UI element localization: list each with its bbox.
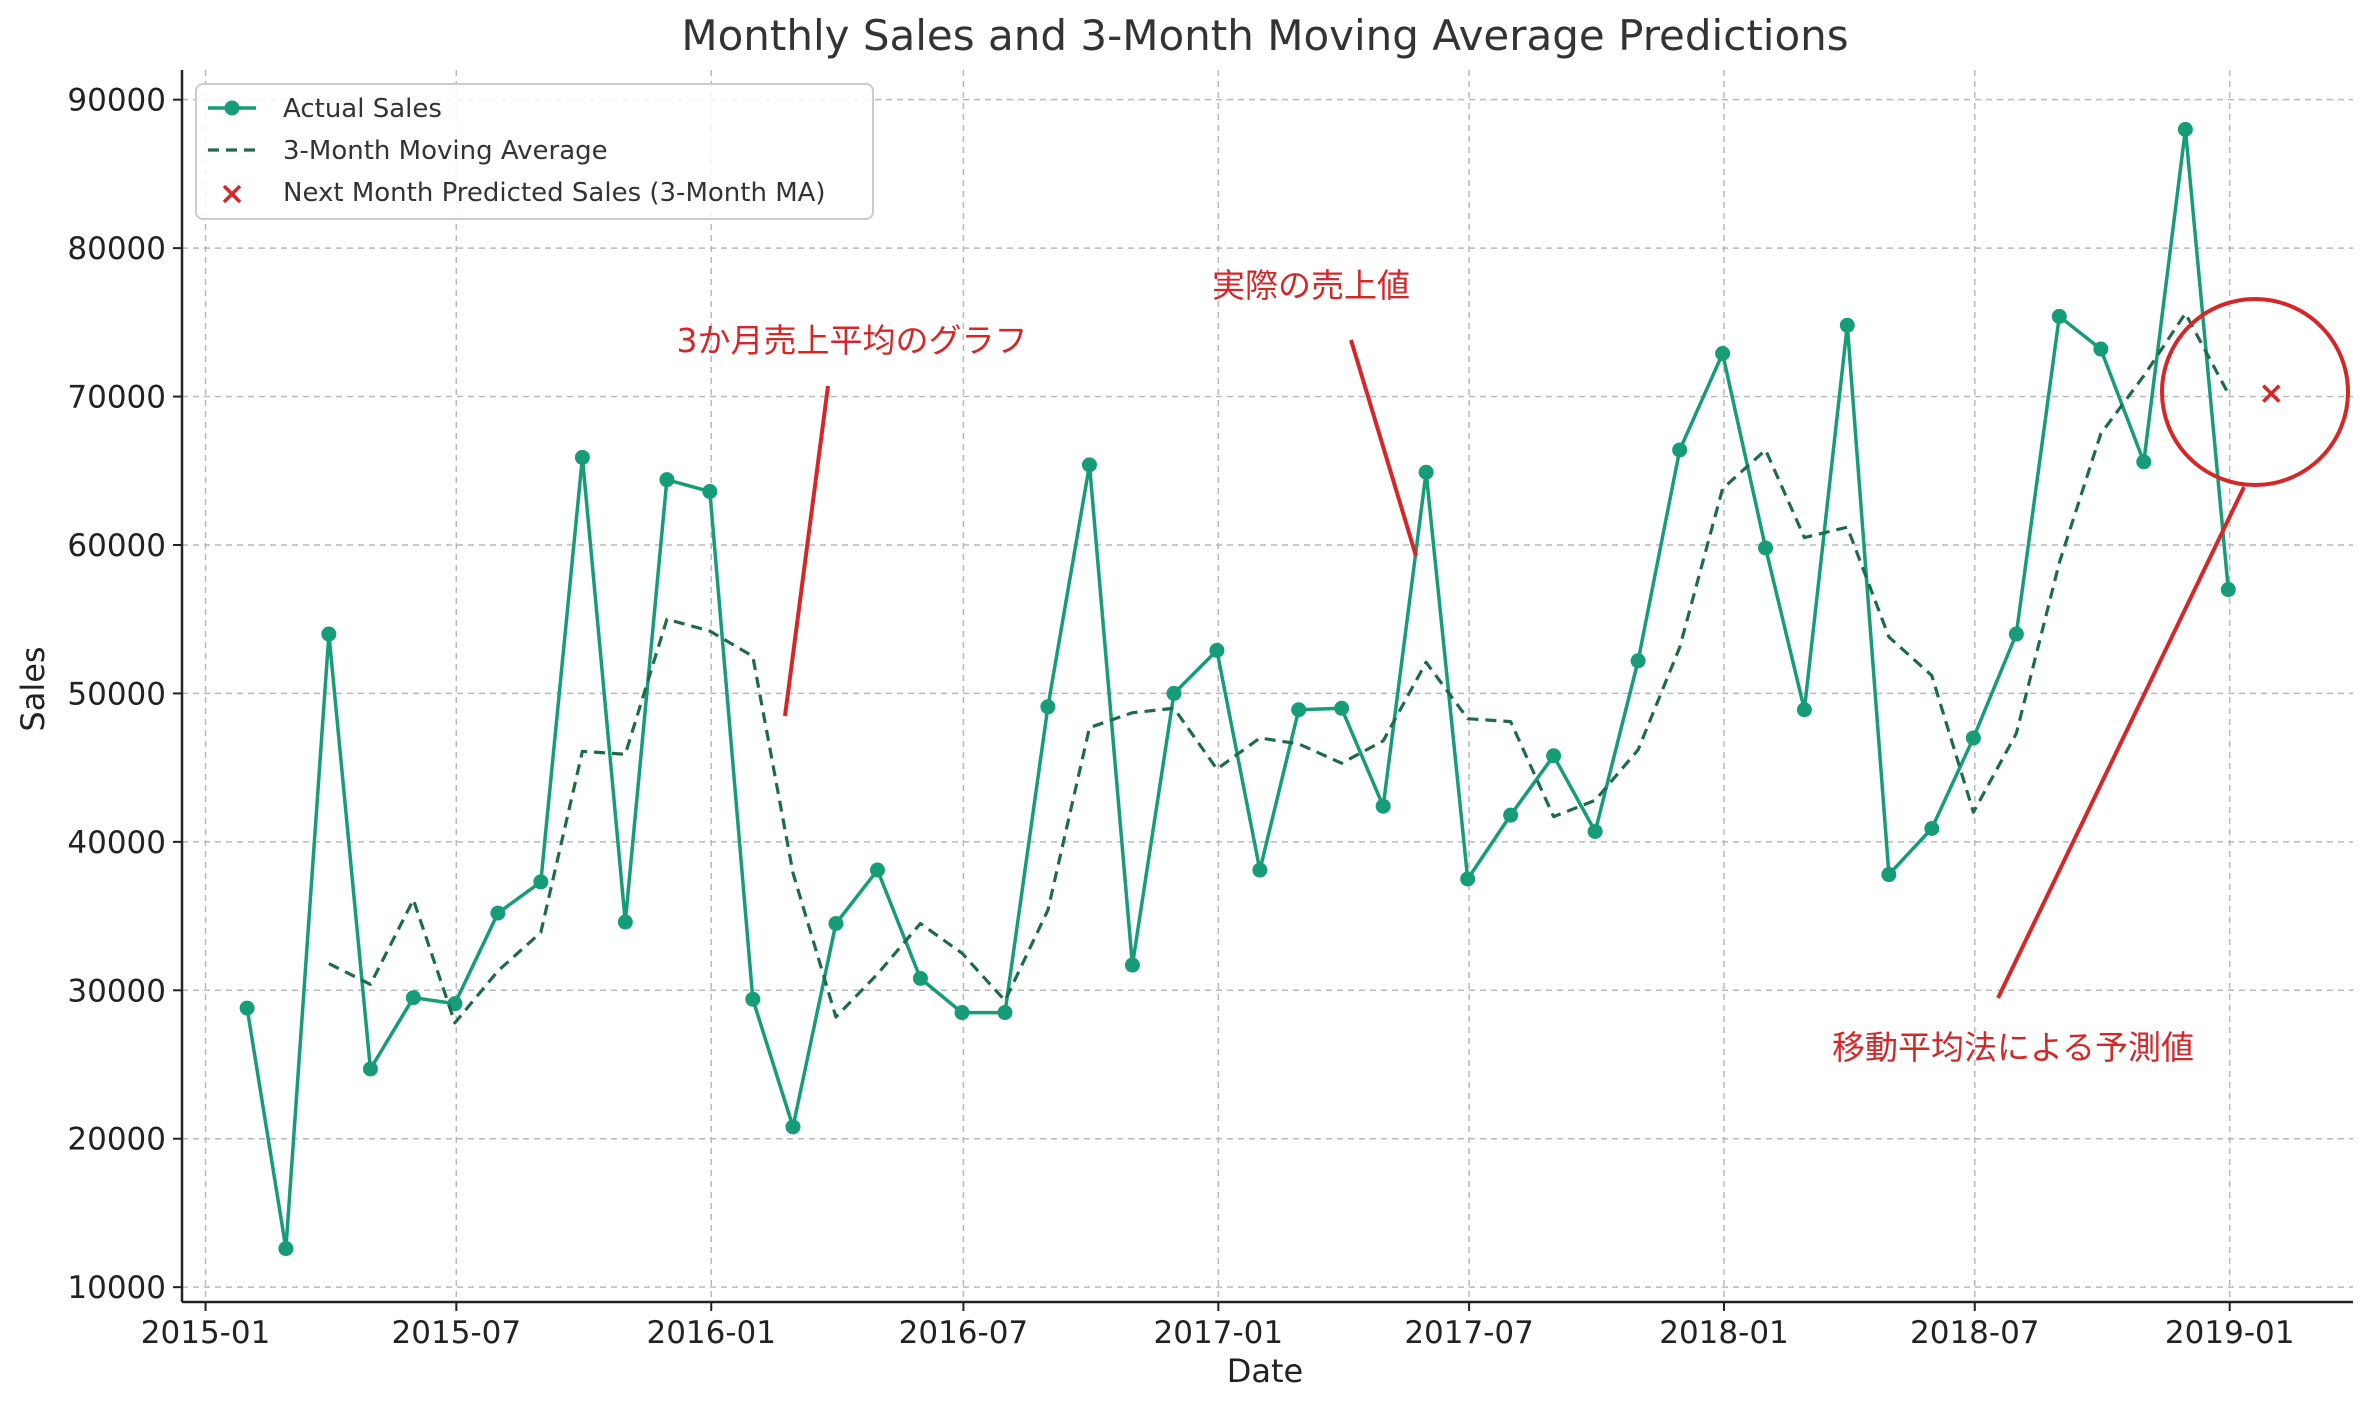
data-point [405, 990, 421, 1006]
data-point [362, 1061, 378, 1077]
data-point [1291, 702, 1307, 718]
y-tick-label: 10000 [67, 1270, 166, 1306]
x-tick-label: 2016-07 [899, 1315, 1029, 1351]
data-point [1460, 871, 1476, 887]
data-point [997, 1005, 1013, 1021]
annotation-prediction-arrow-line [1996, 486, 2246, 999]
y-tick-label: 50000 [67, 676, 166, 712]
data-point [1839, 317, 1855, 333]
data-point [954, 1005, 970, 1021]
y-axis-label: Sales [14, 646, 52, 731]
x-tick-label: 2018-01 [1659, 1315, 1789, 1351]
data-point [533, 874, 549, 890]
data-point [2136, 454, 2152, 470]
data-point [1630, 653, 1646, 669]
legend-prediction-label: Next Month Predicted Sales (3-Month MA) [283, 178, 826, 208]
data-point [1334, 700, 1350, 716]
data-point [2051, 308, 2067, 324]
data-point [1166, 685, 1182, 701]
x-tick-label: 2017-07 [1404, 1315, 1534, 1351]
legend-ma-label: 3-Month Moving Average [283, 136, 608, 166]
data-point [2093, 341, 2109, 357]
y-tick-label: 40000 [67, 825, 166, 861]
data-point [1796, 702, 1812, 718]
data-point [1672, 442, 1688, 458]
data-point [1124, 957, 1140, 973]
data-point [2177, 121, 2193, 137]
data-point [321, 626, 337, 642]
data-point [2008, 626, 2024, 642]
y-tick-label: 90000 [67, 83, 166, 119]
annotation-prediction-circle [2160, 297, 2350, 487]
legend: Actual Sales 3-Month Moving Average Next M… [195, 83, 874, 220]
data-point [912, 970, 928, 986]
data-point [1758, 540, 1774, 556]
data-point [1375, 798, 1391, 814]
data-point [1881, 867, 1897, 883]
data-point [1587, 823, 1603, 839]
y-tick-label: 80000 [67, 231, 166, 267]
data-point [617, 914, 633, 930]
data-point [1418, 464, 1434, 480]
data-point [1965, 730, 1981, 746]
y-tick-label: 30000 [67, 973, 166, 1009]
prediction-x-marker [2262, 384, 2281, 403]
y-tick-label: 20000 [67, 1122, 166, 1158]
data-point [828, 915, 844, 931]
annotation-ma-graph: 3か月売上平均のグラフ [677, 321, 1028, 360]
series-layer [239, 121, 2281, 1257]
data-point [2220, 582, 2236, 598]
legend-actual-swatch-marker [224, 100, 240, 116]
x-tick-label: 2018-07 [1910, 1315, 2040, 1351]
chart-title: Monthly Sales and 3-Month Moving Average… [681, 11, 1848, 60]
x-tick-label: 2016-01 [646, 1315, 776, 1351]
x-axis-label: Date [1227, 1352, 1303, 1390]
legend-prediction-swatch [222, 184, 242, 204]
x-tick-label: 2015-07 [392, 1315, 522, 1351]
legend-box [195, 83, 874, 220]
data-point [869, 862, 885, 878]
annotation-ma-arrow-line [783, 385, 830, 717]
annotation-prediction: 移動平均法による予測値 [1832, 1028, 2194, 1067]
x-tick-label: 2015-01 [141, 1315, 271, 1351]
x-tick-label: 2019-01 [2165, 1315, 2295, 1351]
data-point [1040, 699, 1056, 715]
data-point [745, 991, 761, 1007]
y-tick-label: 60000 [67, 528, 166, 564]
data-point [785, 1119, 801, 1135]
data-point [239, 1000, 255, 1016]
data-point [702, 484, 718, 500]
axes: 10000 20000 30000 40000 50000 60000 70000 80000… [67, 70, 2353, 1351]
data-point [1715, 346, 1731, 362]
data-point [1252, 862, 1268, 878]
data-point [278, 1241, 294, 1257]
legend-actual-label: Actual Sales [283, 94, 442, 124]
y-tick-label: 70000 [67, 380, 166, 416]
data-point [1503, 807, 1519, 823]
data-point [659, 472, 675, 488]
data-point [490, 905, 506, 921]
data-point [1924, 820, 1940, 836]
actual-sales-line [245, 127, 2231, 1251]
data-point [1209, 642, 1225, 658]
data-point [1546, 748, 1562, 764]
annotation-actual-arrow-line [1349, 339, 1418, 557]
data-point [574, 449, 590, 465]
annotation-actual-values: 実際の売上値 [1212, 266, 1410, 305]
x-tick-label: 2017-01 [1154, 1315, 1284, 1351]
data-point [1081, 457, 1097, 473]
